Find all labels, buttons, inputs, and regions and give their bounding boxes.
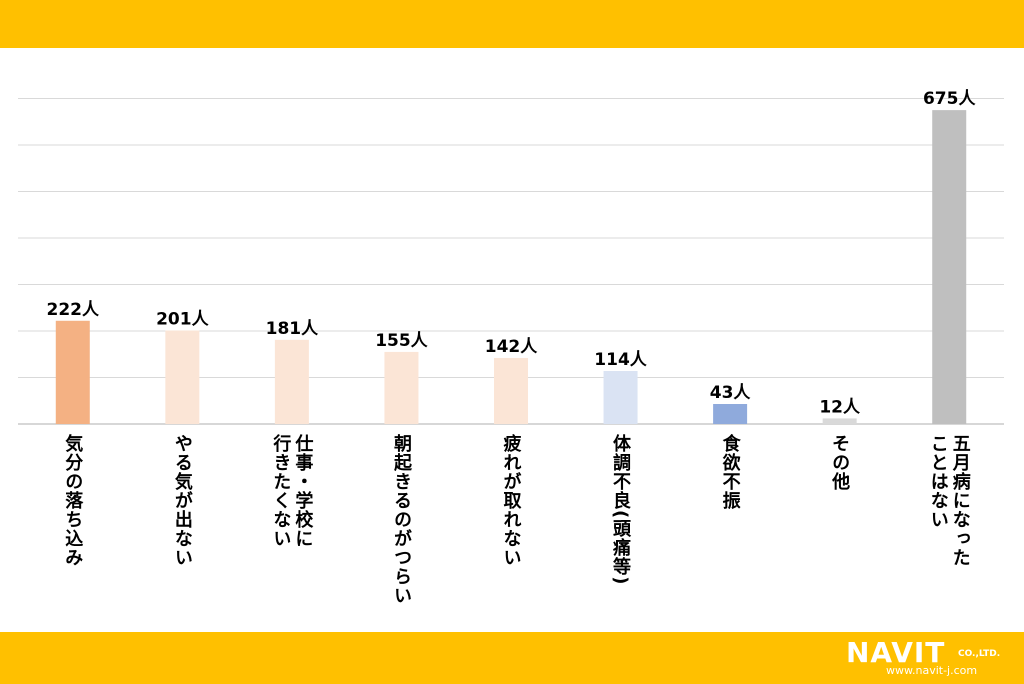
value-label: 201人 [156,310,209,330]
category-label: 体調不良(頭痛等) [610,433,631,586]
category-label: 仕事・学校に [292,433,314,548]
value-label: 114人 [594,350,647,370]
navit-logo: NAVIT CO.,LTD. www.navit-j.com [846,637,1016,679]
top-banner [0,0,1024,48]
bar [932,110,967,424]
category-label: 朝起きるのがつらい [391,433,413,605]
bar [55,320,90,424]
bar [274,339,309,424]
category-label: 食欲不振 [720,433,742,510]
bar [494,357,528,424]
bar [165,330,200,424]
category-label: 行きたくない [270,433,292,548]
category-label: やる気が出ない [172,434,193,567]
category-label: 五月病になった [950,434,972,567]
category-label: 疲れが取れない [501,433,522,567]
value-label: 43人 [710,383,752,403]
bar [713,404,748,424]
value-label: 181人 [266,319,319,339]
value-label: 142人 [485,337,538,357]
value-label: 155人 [375,331,428,351]
category-label: ことはない [928,434,949,529]
logo-url: www.navit-j.com [886,664,978,677]
category-label: 気分の落ち込み [62,433,83,567]
bottom-banner [0,632,1024,684]
logo-company-suffix: CO.,LTD. [958,649,1001,659]
value-label: 222人 [47,300,100,320]
bar [822,418,857,424]
bar [384,351,419,424]
value-label: 675人 [923,89,976,109]
value-label: 12人 [819,397,861,417]
logo-wordmark: NAVIT [846,636,946,669]
category-label: その他 [829,434,851,491]
bar [603,370,638,424]
